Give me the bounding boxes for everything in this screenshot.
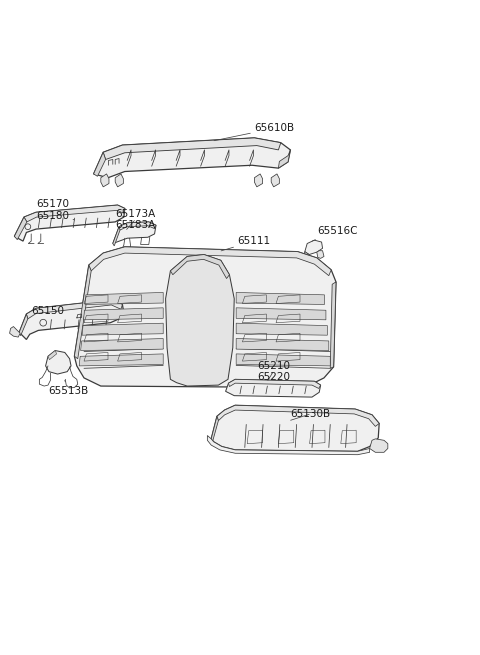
Polygon shape (170, 255, 229, 278)
Text: 65610B: 65610B (214, 123, 295, 141)
Polygon shape (317, 251, 324, 258)
Polygon shape (74, 247, 336, 388)
Polygon shape (211, 417, 218, 441)
Polygon shape (254, 174, 263, 187)
Polygon shape (74, 265, 91, 359)
Polygon shape (236, 339, 329, 350)
Polygon shape (19, 299, 124, 339)
Polygon shape (19, 314, 28, 335)
Polygon shape (236, 293, 324, 305)
Polygon shape (271, 174, 279, 187)
Polygon shape (119, 222, 156, 230)
Polygon shape (166, 255, 234, 386)
Polygon shape (82, 323, 163, 335)
Polygon shape (101, 174, 109, 187)
Text: 65210
65220: 65210 65220 (257, 361, 290, 383)
Polygon shape (226, 379, 321, 397)
Polygon shape (10, 327, 20, 337)
Polygon shape (113, 222, 156, 244)
Polygon shape (14, 205, 125, 241)
Polygon shape (89, 247, 331, 276)
Text: 65111: 65111 (221, 236, 271, 251)
Polygon shape (278, 150, 290, 168)
Polygon shape (115, 174, 123, 187)
Polygon shape (207, 436, 370, 455)
Text: 65130B: 65130B (290, 409, 331, 421)
Polygon shape (103, 138, 281, 160)
Polygon shape (26, 299, 122, 319)
Polygon shape (217, 405, 379, 426)
Polygon shape (236, 308, 326, 320)
Text: 65513B: 65513B (48, 381, 88, 396)
Text: 65170
65180: 65170 65180 (36, 199, 74, 221)
Polygon shape (236, 354, 330, 366)
Polygon shape (236, 323, 327, 335)
Polygon shape (305, 240, 323, 255)
Polygon shape (46, 350, 71, 374)
Polygon shape (94, 138, 290, 178)
Polygon shape (94, 153, 106, 176)
Polygon shape (228, 379, 321, 388)
Polygon shape (113, 227, 120, 246)
Polygon shape (14, 217, 27, 240)
Polygon shape (48, 350, 57, 360)
Polygon shape (24, 205, 125, 222)
Polygon shape (301, 252, 310, 265)
Polygon shape (81, 339, 163, 350)
Text: 65150: 65150 (31, 306, 64, 320)
Text: 65173A
65183A: 65173A 65183A (115, 209, 156, 231)
Polygon shape (84, 308, 163, 320)
Polygon shape (211, 405, 379, 451)
Text: 65516C: 65516C (312, 227, 357, 241)
Polygon shape (85, 293, 163, 305)
Polygon shape (330, 282, 336, 368)
Polygon shape (79, 354, 163, 366)
Polygon shape (370, 439, 388, 453)
